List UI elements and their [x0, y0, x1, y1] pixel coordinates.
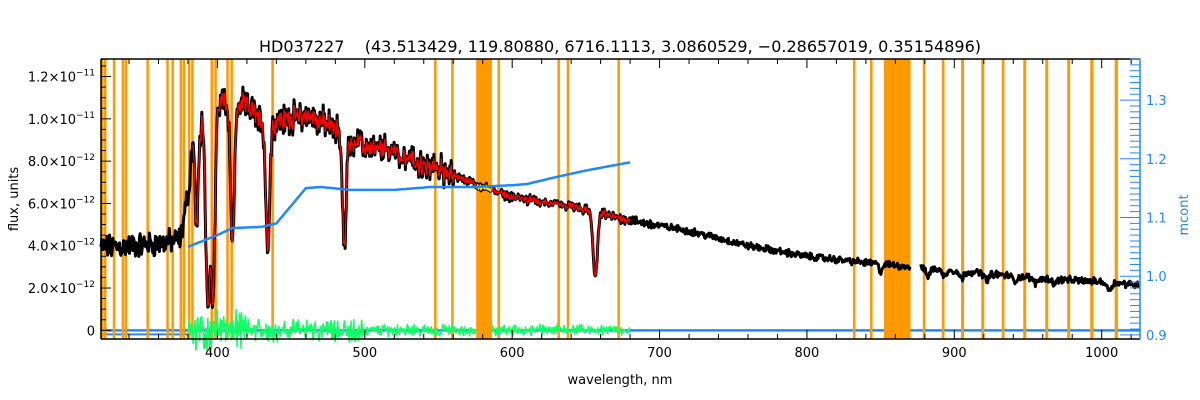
mask-band [121, 59, 125, 339]
mask-band [166, 59, 169, 339]
y-tick-label: 8.0×10−12 [28, 153, 95, 170]
mask-band [182, 59, 185, 339]
mask-band [883, 59, 911, 339]
y-tick-label: 1.2×10−11 [28, 69, 95, 86]
y-tick-exponent: −12 [76, 280, 95, 290]
y-tick-label: 2.0×10−12 [28, 280, 95, 297]
mask-band [434, 59, 437, 339]
observed-flux-line [919, 263, 1141, 292]
y-tick-mantissa: 1.0×10 [28, 113, 76, 128]
mask-band [476, 59, 492, 339]
mask-band [870, 59, 873, 339]
mask-band [103, 59, 107, 339]
mask-band [1001, 59, 1005, 339]
mask-band [101, 59, 104, 339]
mask-band [852, 59, 856, 339]
x-tick-label: 500 [352, 346, 377, 361]
x-tick-label: 900 [942, 346, 967, 361]
y2-tick-label: 1.0 [1146, 270, 1167, 285]
mask-band [191, 59, 194, 339]
y-tick-exponent: −11 [76, 111, 95, 121]
mask-band [1114, 59, 1118, 339]
mask-band [981, 59, 985, 339]
mask-band [961, 59, 965, 339]
x-tick-label: 600 [500, 346, 525, 361]
x-tick-label: 800 [795, 346, 820, 361]
y-tick-exponent: −12 [76, 153, 95, 163]
mask-band [271, 59, 274, 339]
mask-band [226, 59, 229, 339]
x-axis-label: wavelength, nm [568, 373, 673, 388]
y-tick-exponent: −12 [76, 238, 95, 248]
y-tick-label: 0 [87, 324, 95, 339]
mask-band [497, 59, 500, 339]
mask-band [1067, 59, 1071, 339]
y-tick-mantissa: 2.0×10 [28, 282, 76, 297]
x-tick-label: 1000 [1085, 346, 1118, 361]
y-tick-mantissa: 6.0×10 [28, 197, 76, 212]
y-tick-mantissa: 4.0×10 [28, 240, 76, 255]
y-tick-mantissa: 0 [87, 324, 95, 339]
mask-band [566, 59, 570, 339]
axes-layer: 400 500 600 700 800 900 100002.0×10−124.0×10−1… [28, 58, 1167, 361]
mask-band [112, 59, 116, 339]
chart-title: HD037227 (43.513429, 119.80880, 6716.111… [259, 37, 981, 56]
mask-band [557, 59, 560, 339]
mask-band [124, 59, 128, 339]
mask-band [922, 59, 926, 339]
residual-line [491, 322, 631, 338]
mcont-line [187, 161, 631, 248]
y-tick-mantissa: 1.2×10 [28, 71, 76, 86]
y-tick-mantissa: 8.0×10 [28, 155, 76, 170]
y-tick-label: 1.0×10−11 [28, 111, 95, 128]
model-fit-line [192, 92, 631, 307]
mask-bands-layer [101, 59, 1118, 339]
mask-band [179, 59, 183, 339]
mask-band [941, 59, 945, 339]
y2-tick-label: 1.2 [1146, 153, 1167, 168]
y-tick-exponent: −11 [76, 69, 95, 79]
mask-band [451, 59, 454, 339]
y2-axis-label: mcont [1177, 194, 1192, 235]
y2-tick-label: 1.1 [1146, 211, 1167, 226]
y2-tick-label: 0.9 [1146, 329, 1167, 344]
y2-tick-label: 1.3 [1146, 94, 1167, 109]
y-axis-label: flux, units [7, 167, 22, 232]
mask-band [1045, 59, 1049, 339]
y-tick-label: 6.0×10−12 [28, 195, 95, 212]
mask-band [1023, 59, 1027, 339]
mask-band [146, 59, 149, 339]
y-tick-label: 4.0×10−12 [28, 238, 95, 255]
x-tick-label: 700 [647, 346, 672, 361]
x-tick-label: 400 [205, 346, 230, 361]
mask-band [617, 59, 620, 339]
y-tick-exponent: −12 [76, 195, 95, 205]
mask-band [1090, 59, 1094, 339]
mask-band [210, 59, 214, 339]
mask-band [171, 59, 174, 339]
